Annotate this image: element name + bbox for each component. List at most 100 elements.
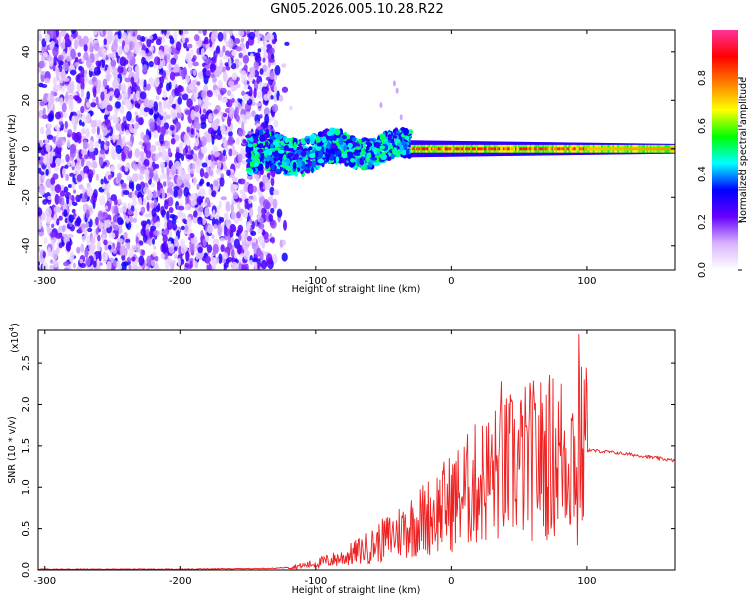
heatmap-cell (65, 154, 70, 163)
heatmap-cell (126, 175, 132, 181)
heatmap-cell (79, 262, 86, 268)
heatmap-cell (195, 123, 202, 130)
heatmap-cell (205, 165, 210, 174)
heatmap-cell (658, 147, 661, 151)
heatmap-cell (512, 147, 514, 151)
x-tick-label: -100 (304, 276, 327, 287)
heatmap-cell (106, 260, 112, 270)
heatmap-cell (571, 147, 574, 151)
heatmap-cell (213, 151, 220, 158)
heatmap-cell (331, 143, 337, 149)
heatmap-cell (153, 114, 158, 120)
heatmap-cell (399, 145, 404, 152)
heatmap-cell (178, 30, 184, 36)
heatmap-cell (192, 61, 199, 67)
heatmap-cell (250, 69, 256, 78)
heatmap-cell (164, 44, 170, 55)
heatmap-cell (396, 149, 401, 155)
heatmap-cell (62, 61, 69, 72)
heatmap-cell (185, 173, 192, 180)
heatmap-cell (218, 253, 223, 264)
heatmap-cell (544, 147, 547, 151)
heatmap-cell (550, 147, 552, 151)
heatmap-cell (189, 163, 194, 171)
heatmap-cell (121, 165, 125, 173)
heatmap-cell (592, 147, 594, 151)
heatmap-cell (143, 79, 147, 88)
heatmap-cell (185, 52, 192, 63)
heatmap-cell (167, 240, 172, 248)
heatmap-cell (351, 137, 357, 142)
heatmap-cell (374, 162, 379, 167)
heatmap-cell (271, 103, 279, 113)
heatmap-cell (233, 99, 239, 108)
heatmap-cell (256, 102, 262, 107)
heatmap-cell (347, 142, 353, 149)
heatmap-cell (599, 147, 601, 151)
heatmap-cell (101, 183, 105, 190)
colorbar-tick-label: 0.8 (697, 70, 708, 86)
heatmap-cell (506, 147, 509, 151)
heatmap-cell (58, 242, 63, 249)
heatmap-cell (203, 171, 209, 179)
heatmap-cell (170, 57, 177, 65)
heatmap-cell (115, 121, 122, 132)
heatmap-cell (287, 147, 294, 152)
heatmap-cell (53, 213, 57, 223)
heatmap-cell (217, 80, 224, 89)
heatmap-cell (467, 147, 470, 151)
heatmap-cell (521, 147, 524, 151)
heatmap-cell (634, 147, 636, 151)
heatmap-cell (118, 227, 123, 235)
heatmap-cell (582, 147, 585, 151)
heatmap-cell (132, 217, 137, 223)
heatmap-cell (95, 216, 99, 226)
heatmap-cell (205, 156, 209, 164)
heatmap-cell (125, 141, 133, 146)
heatmap-cell (620, 147, 623, 151)
heatmap-cell (301, 166, 309, 170)
heatmap-cell (245, 145, 252, 153)
heatmap-cell (569, 147, 571, 151)
heatmap-cell (49, 30, 54, 39)
heatmap-cell (129, 128, 136, 134)
heatmap-cell (142, 57, 146, 62)
heatmap-cell (152, 189, 157, 199)
heatmap-cell (258, 235, 265, 246)
heatmap-cell (186, 216, 192, 228)
heatmap-cell (153, 33, 158, 40)
heatmap-cell (210, 154, 215, 162)
heatmap-cell (332, 136, 337, 141)
heatmap-cell (168, 61, 172, 72)
heatmap-cell (215, 132, 223, 141)
heatmap-cell (162, 181, 167, 187)
heatmap-cell (458, 147, 460, 151)
heatmap-cell (233, 250, 238, 259)
heatmap-cell (130, 76, 135, 85)
heatmap-cell (627, 147, 630, 151)
heatmap-cell (153, 169, 158, 176)
heatmap-cell (206, 244, 213, 253)
heatmap-cell (142, 186, 149, 194)
heatmap-cell (276, 134, 283, 140)
heatmap-cell (284, 41, 290, 46)
heatmap-cell (259, 68, 264, 75)
heatmap-cell (90, 236, 96, 245)
heatmap-cell (85, 112, 92, 124)
heatmap-cell (163, 200, 169, 210)
heatmap-cell (263, 176, 269, 184)
heatmap-cell (196, 195, 203, 206)
heatmap-cell (251, 133, 258, 137)
heatmap-cell (237, 258, 243, 265)
heatmap-cell (520, 147, 523, 151)
heatmap-cell (150, 144, 157, 153)
heatmap-cell (152, 154, 156, 162)
heatmap-cell (238, 261, 242, 270)
x-tick-label: 100 (577, 276, 596, 287)
heatmap-cell (251, 220, 255, 230)
heatmap-cell (424, 147, 426, 151)
heatmap-cell (532, 147, 535, 151)
heatmap-cell (223, 55, 229, 60)
heatmap-cell (255, 174, 260, 182)
